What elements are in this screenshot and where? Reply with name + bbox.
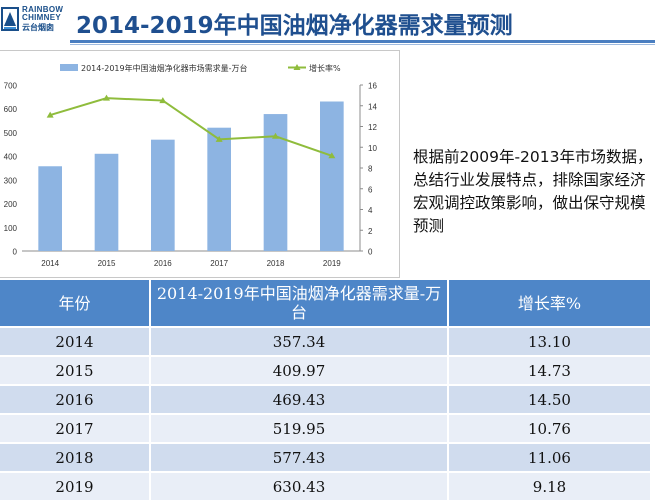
cell-demand: 577.43 <box>150 442 449 472</box>
y-left-tick-label: 500 <box>4 129 18 138</box>
bar <box>207 127 231 251</box>
y-right-tick-label: 10 <box>368 144 377 153</box>
table-row: 2018 577.43 11.06 <box>0 442 650 472</box>
x-tick-label: 2017 <box>210 259 228 268</box>
y-right-tick-label: 4 <box>368 206 373 215</box>
logo: RAINBOW CHIMNEY 云台烟囱 <box>0 2 68 42</box>
line-point <box>46 111 54 118</box>
y-left-tick-label: 200 <box>4 200 18 209</box>
cell-growth: 11.06 <box>448 442 650 472</box>
growth-rate-line <box>49 97 333 157</box>
x-tick-label: 2015 <box>98 259 116 268</box>
y-right-tick-label: 6 <box>368 185 373 194</box>
header-growth: 增长率% <box>448 280 650 327</box>
y-right-tick-label: 14 <box>368 102 377 111</box>
cell-demand: 469.43 <box>150 384 449 414</box>
table-header-row: 年份 2014-2019年中国油烟净化器需求量-万台 增长率% <box>0 280 650 327</box>
x-tick-label: 2019 <box>323 259 341 268</box>
y-right-tick-label: 12 <box>368 123 377 132</box>
line-point <box>159 97 167 104</box>
cell-year: 2015 <box>0 355 151 385</box>
x-tick-label: 2016 <box>154 259 172 268</box>
cell-growth: 14.73 <box>448 355 650 385</box>
page-title: 2014-2019年中国油烟净化器需求量预测 <box>76 13 513 39</box>
x-tick-label: 2018 <box>267 259 285 268</box>
line-point <box>103 94 110 101</box>
cell-growth: 13.10 <box>448 326 650 356</box>
y-left-tick-label: 100 <box>4 224 18 233</box>
right-margin <box>650 280 655 501</box>
line-point <box>272 132 279 139</box>
cell-year: 2019 <box>0 471 151 500</box>
logo-line2: CHIMNEY <box>22 13 61 22</box>
logo-cn: 云台烟囱 <box>22 23 54 32</box>
table-row: 2019 630.43 9.18 <box>0 471 650 500</box>
y-left-tick-label: 400 <box>4 153 18 162</box>
y-right-tick-label: 16 <box>368 82 377 91</box>
bar <box>320 101 344 251</box>
cell-year: 2017 <box>0 413 151 443</box>
y-right-tick-label: 2 <box>368 227 373 236</box>
table-row: 2015 409.97 14.73 <box>0 355 650 385</box>
cell-year: 2018 <box>0 442 151 472</box>
header-demand: 2014-2019年中国油烟净化器需求量-万台 <box>150 280 449 327</box>
bar <box>263 114 288 251</box>
line-point <box>215 135 223 142</box>
data-table: 年份 2014-2019年中国油烟净化器需求量-万台 增长率% 2014 357… <box>0 280 650 500</box>
cell-growth: 10.76 <box>448 413 650 443</box>
header-year: 年份 <box>0 280 151 327</box>
y-left-tick-label: 600 <box>4 105 18 114</box>
cell-demand: 409.97 <box>150 355 449 385</box>
logo-line1: RAINBOW <box>22 5 64 14</box>
legend-label-bars: 2014-2019年中国油烟净化器市场需求量-万台 <box>81 63 248 73</box>
cell-year: 2016 <box>0 384 151 414</box>
cell-demand: 630.43 <box>150 471 449 500</box>
title-underline-thin <box>70 44 655 45</box>
y-right-tick-label: 0 <box>368 248 373 257</box>
x-tick-label: 2014 <box>41 259 59 268</box>
y-left-tick-label: 0 <box>13 248 18 257</box>
table-row: 2014 357.34 13.10 <box>0 326 650 356</box>
chart-panel: 0 100 200 300 400 500 600 700 0 2 4 6 8 10 12 14 16 2014 2… <box>0 50 400 278</box>
line-point <box>328 152 336 159</box>
y-left-tick-label: 300 <box>4 176 18 185</box>
combo-chart: 0 100 200 300 400 500 600 700 0 2 4 6 8 10 12 14 16 2014 2… <box>4 63 378 268</box>
bar <box>38 166 62 251</box>
bar <box>151 139 175 251</box>
table-row: 2017 519.95 10.76 <box>0 413 650 443</box>
legend-marker-line <box>293 64 301 70</box>
cell-year: 2014 <box>0 326 151 356</box>
cell-growth: 14.50 <box>448 384 650 414</box>
cell-demand: 519.95 <box>150 413 449 443</box>
description-text: 根据前2009年-2013年市场数据，总结行业发展特点，排除国家经济宏观调控政策… <box>413 148 653 235</box>
rainbow-chimney-logo-icon <box>1 7 19 31</box>
legend-swatch-bars <box>60 64 78 71</box>
cell-growth: 9.18 <box>448 471 650 500</box>
y-right-tick-label: 8 <box>368 165 373 174</box>
table-row: 2016 469.43 14.50 <box>0 384 650 414</box>
legend-label-line: 增长率% <box>309 63 341 73</box>
y-left-tick-label: 700 <box>4 82 18 91</box>
cell-demand: 357.34 <box>150 326 449 356</box>
slide-header: RAINBOW CHIMNEY 云台烟囱 2014-2019年中国油烟净化器需求… <box>0 0 655 46</box>
bar <box>94 153 119 251</box>
title-underline <box>70 40 655 43</box>
